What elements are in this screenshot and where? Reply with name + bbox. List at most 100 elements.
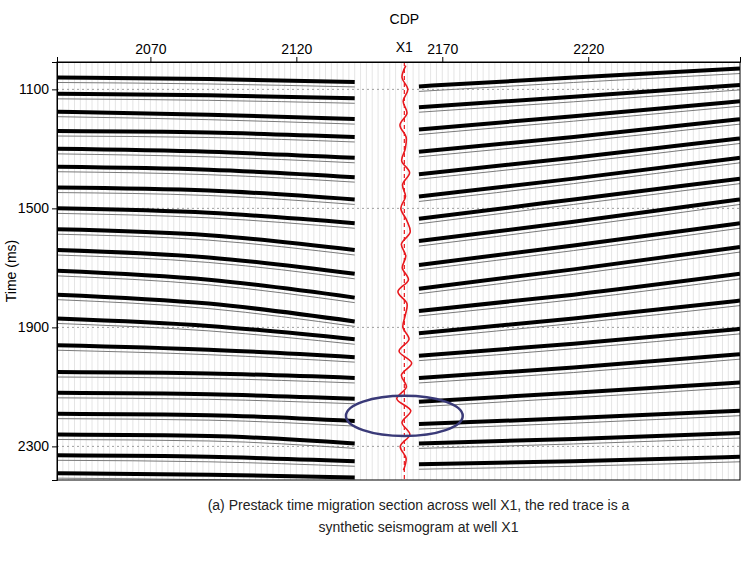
- reflection-event: [419, 329, 740, 356]
- trace-baseline: [156, 62, 157, 480]
- trace-baseline: [366, 62, 367, 480]
- reflection-event: [419, 433, 740, 443]
- y-tick-mark: [52, 89, 57, 90]
- trace-baseline: [197, 62, 198, 480]
- grid-line: [57, 208, 740, 209]
- reflection-trough: [419, 387, 740, 406]
- x-tick: 2170: [427, 41, 458, 62]
- reflection-event: [57, 208, 355, 223]
- trace-baseline: [658, 62, 659, 480]
- reflection-trough: [419, 143, 740, 179]
- trace-baseline: [389, 62, 390, 480]
- reflection-trough: [419, 438, 740, 448]
- trace-baseline: [144, 62, 145, 480]
- y-axis-line: [52, 63, 58, 481]
- x-tick-label: 2220: [573, 41, 604, 57]
- trace-baseline: [132, 62, 133, 480]
- reflection-trough: [419, 462, 740, 469]
- plot-background: [57, 62, 740, 480]
- well-label: X1: [396, 39, 413, 55]
- reflection-trough: [57, 398, 355, 404]
- trace-baseline: [646, 62, 647, 480]
- reflection-trough: [57, 117, 355, 124]
- trace-baseline: [348, 62, 349, 480]
- y-tick-mark: [52, 327, 57, 328]
- chart: 1100 1500 1900 2300 2070 2120 2170 2220 X1 CDP Tim…: [0, 0, 747, 568]
- x-tick: 2220: [573, 41, 604, 62]
- trace-baseline: [109, 62, 110, 480]
- y-tick-label: 1100: [19, 81, 49, 97]
- reflection-trough: [57, 213, 355, 228]
- trace-baseline: [173, 62, 174, 480]
- trace-baseline: [383, 62, 384, 480]
- reflection-trough: [57, 193, 355, 205]
- trace-baseline: [722, 62, 723, 480]
- trace-baseline: [208, 62, 209, 480]
- grid: [57, 89, 740, 446]
- trace-baseline: [430, 62, 431, 480]
- trace-baseline: [401, 62, 402, 480]
- reflection-trough: [419, 106, 740, 134]
- reflection-trough: [419, 204, 740, 246]
- trace-baseline: [640, 62, 641, 480]
- trace-baseline: [121, 62, 122, 480]
- reflection-trough: [57, 255, 355, 279]
- reflection-trough: [57, 323, 355, 344]
- trace-baseline: [360, 62, 361, 480]
- trace-baseline: [442, 62, 443, 480]
- y-tick-label: 1900: [18, 319, 49, 335]
- trace-baseline: [202, 62, 203, 480]
- y-axis-title: Time (ms): [3, 240, 19, 302]
- y-tick: 1900: [18, 319, 57, 335]
- x-tick-label: 2070: [135, 41, 166, 57]
- caption-line: synthetic seismogram at well X1: [319, 519, 519, 535]
- y-tick: 2300: [18, 438, 57, 454]
- reflection-event: [419, 119, 740, 152]
- reflection-trough: [419, 416, 740, 429]
- reflection-trough: [419, 124, 740, 157]
- caption: (a) Prestack time migration section acro…: [208, 497, 630, 535]
- trace-baseline: [191, 62, 192, 480]
- trace-baseline: [413, 62, 414, 480]
- reflection-trough: [57, 350, 355, 362]
- reflection-event: [57, 77, 355, 81]
- x-tick: 2120: [281, 41, 312, 62]
- trace-baseline: [436, 62, 437, 480]
- y-tick-mark: [52, 208, 57, 209]
- reflection-event: [57, 318, 355, 339]
- trace-baseline: [138, 62, 139, 480]
- x-axis-title: CDP: [390, 11, 420, 27]
- reflection-event: [419, 179, 740, 219]
- synthetic-trace: [397, 66, 412, 471]
- reflection-trough: [57, 419, 355, 426]
- reflection-trough: [419, 252, 740, 294]
- reflection-events: [57, 69, 740, 480]
- trace-baseline: [652, 62, 653, 480]
- trace-baseline: [728, 62, 729, 480]
- trace-baseline: [179, 62, 180, 480]
- x-tick: 2070: [135, 41, 166, 62]
- trace-baseline: [418, 62, 419, 480]
- trace-baseline: [541, 62, 542, 480]
- reflection-trough: [57, 460, 355, 466]
- reflection-event: [419, 301, 740, 334]
- trace-baseline: [150, 62, 151, 480]
- reflection-event: [419, 382, 740, 401]
- reflection-trough: [419, 184, 740, 224]
- plot-area: [57, 62, 740, 480]
- y-tick-label: 1500: [18, 200, 49, 216]
- x-axis-line: [58, 57, 741, 63]
- trace-baseline: [378, 62, 379, 480]
- trace-baseline: [716, 62, 717, 480]
- reflection-trough: [419, 228, 740, 270]
- y-axis: 1100 1500 1900 2300: [18, 63, 58, 481]
- reflection-trough: [57, 154, 355, 163]
- reflection-event: [57, 434, 355, 443]
- reflection-event: [57, 473, 355, 477]
- grid-line: [57, 446, 740, 447]
- reflection-event: [419, 158, 740, 197]
- trace-baseline: [354, 62, 355, 480]
- trace-baseline: [372, 62, 373, 480]
- reflection-trough: [57, 439, 355, 448]
- plot-frame: [57, 62, 740, 480]
